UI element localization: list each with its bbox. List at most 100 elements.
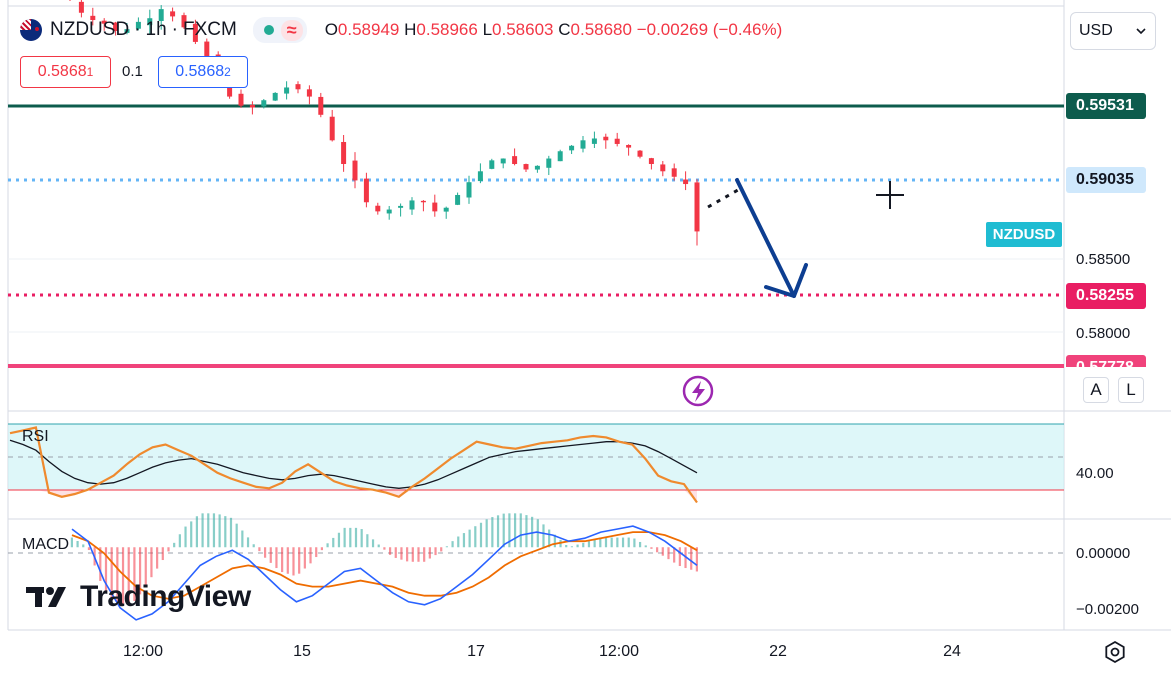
log-scale-button[interactable]: L (1118, 377, 1144, 403)
candle-body (306, 89, 312, 97)
rsi-oversold-fill (684, 489, 697, 503)
chevron-down-icon (1136, 28, 1146, 35)
macd-histogram-bar (462, 533, 466, 548)
macd-histogram-bar (599, 537, 602, 548)
interval[interactable]: 1h (145, 19, 167, 40)
rsi-tick-40: 40.00 (1076, 465, 1114, 482)
candle-body (477, 171, 483, 182)
candle-body (626, 144, 632, 148)
macd-histogram-bar (173, 542, 176, 548)
macd-histogram-bar (354, 527, 358, 548)
candle-body (352, 160, 358, 181)
time-tick-22: 22 (769, 643, 787, 660)
macd-histogram-bar (110, 547, 113, 598)
currency-select[interactable]: USD (1070, 12, 1156, 50)
close-value: 0.58680 (570, 20, 632, 39)
candle-body (170, 11, 176, 17)
price-tag-59531[interactable]: 0.59531 (1066, 93, 1146, 119)
candle-body (318, 96, 324, 115)
macd-histogram-bar (320, 547, 323, 551)
exchange: FXCM (182, 19, 237, 40)
macd-histogram-bar (127, 547, 130, 603)
macd-histogram-bar (184, 526, 187, 548)
macd-histogram-bar (406, 547, 409, 562)
candle-body (192, 23, 198, 42)
buy-button[interactable]: 0.5868 2 (158, 56, 248, 88)
macd-histogram-bar (332, 537, 335, 548)
candle-body (637, 150, 643, 157)
macd-histogram-bar (343, 527, 346, 548)
candle-body (580, 140, 586, 149)
price-tag-58255[interactable]: 0.58255 (1066, 283, 1146, 309)
forecast-arrow[interactable] (735, 178, 808, 298)
rsi-title[interactable]: RSI (22, 428, 49, 445)
macd-histogram-bar (99, 547, 102, 581)
macd-histogram-bar (263, 547, 267, 558)
macd-histogram-bar (201, 513, 204, 548)
rsi-overbought-fills (35, 489, 697, 503)
sell-button[interactable]: 0.5868 1 (20, 56, 111, 88)
rsi-line (9, 426, 698, 504)
macd-histogram-bar (565, 545, 568, 548)
candle-body (363, 178, 369, 203)
legend-sep-2: · (171, 19, 178, 40)
macd-histogram-bar (553, 534, 556, 548)
macd-title[interactable]: MACD (22, 536, 70, 553)
candle-body (329, 116, 335, 141)
macd-histogram-bar (621, 537, 625, 548)
macd-histogram-bar (485, 519, 488, 548)
macd-histogram-bar (258, 547, 261, 552)
waves-icon[interactable]: ≈ (280, 19, 303, 41)
macd-histogram-bar (417, 547, 420, 562)
forecast-dotted-path[interactable] (707, 188, 739, 209)
macd-histogram-bar (150, 547, 153, 578)
macd-histogram-bar (326, 543, 329, 548)
candle-body (420, 200, 426, 203)
auto-scale-button[interactable]: A (1083, 377, 1109, 403)
macd-histogram-bar (667, 547, 670, 560)
macd-histogram-bar (292, 547, 295, 576)
symbol-name[interactable]: NZDUSD (50, 19, 130, 40)
macd-histogram-bar (400, 547, 403, 560)
macd-histogram-bar (474, 526, 477, 548)
macd-histogram-bar (377, 544, 380, 548)
legend-status-pill[interactable]: ≈ (252, 17, 307, 43)
macd-histogram-bar (360, 529, 363, 548)
candle-body (284, 87, 290, 94)
low-label: L (482, 20, 493, 39)
tradingview-logo[interactable]: TradingView (26, 580, 251, 614)
macd-histogram-bar (451, 541, 454, 548)
macd-histogram-bar (218, 514, 221, 548)
candle-body (375, 205, 381, 212)
macd-histogram-bar (513, 513, 517, 548)
macd-histogram-bar (212, 513, 216, 548)
candle-body (341, 141, 347, 164)
buy-price: 0.5868 (175, 63, 225, 80)
macd-histogram-bar (576, 544, 579, 548)
macd-histogram-bar (207, 513, 210, 548)
macd-histogram-bar (281, 547, 284, 573)
macd-histogram-bar (161, 547, 164, 561)
macd-histogram-bar (587, 541, 591, 548)
price-tag-57778[interactable]: 0.57778 (1066, 355, 1146, 367)
buy-price-sup: 2 (224, 65, 231, 79)
macd-histogram-bar (121, 547, 125, 605)
time-tick-1200-a: 12:00 (122, 643, 164, 660)
macd-histogram-bar (695, 547, 698, 572)
candle-body (249, 104, 255, 108)
time-tick-1200-b: 12:00 (598, 643, 640, 660)
macd-histogram-bar (371, 539, 375, 548)
lightning-icon[interactable] (682, 375, 714, 407)
crosshair-icon (876, 181, 904, 209)
macd-histogram-bar (383, 547, 386, 550)
macd-histogram-bar (116, 547, 119, 604)
macd-histogram-bar (76, 540, 79, 548)
macd-histogram-bar (229, 517, 233, 548)
macd-histogram-bar (82, 544, 85, 548)
symbol-legend[interactable]: NZDUSD · 1h · FXCM ≈ O0.58949 H0.58966 L… (20, 16, 782, 44)
macd-histogram-bar (286, 547, 289, 574)
price-tag-59035[interactable]: 0.59035 (1066, 167, 1146, 193)
settings-gear-icon[interactable] (1102, 639, 1128, 665)
